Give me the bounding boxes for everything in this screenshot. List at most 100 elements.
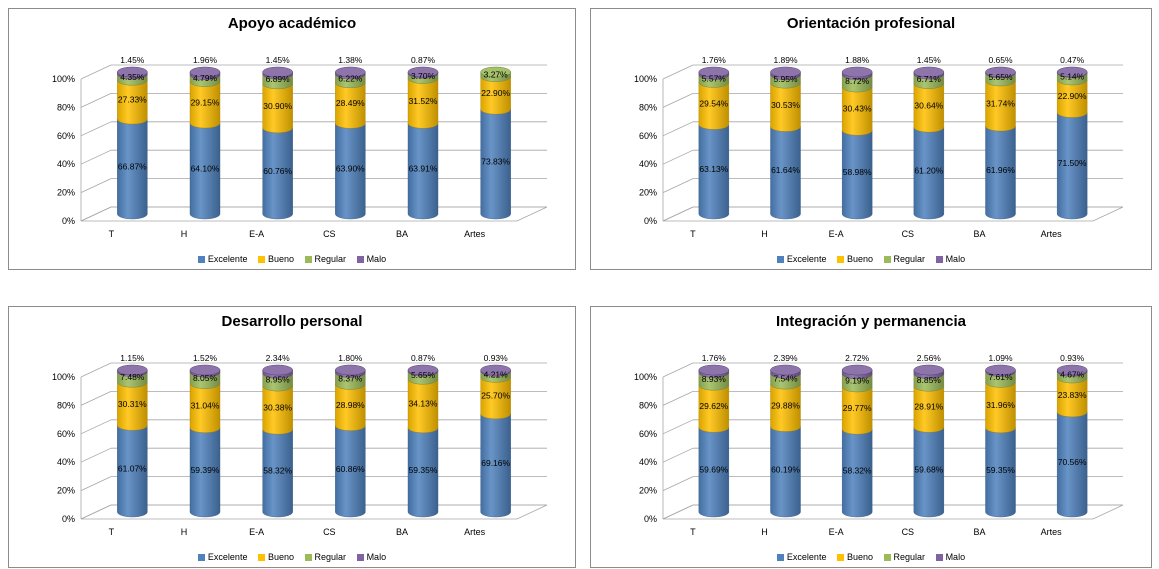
data-label: 60.86% bbox=[336, 464, 365, 474]
bar-top-cap bbox=[189, 66, 221, 78]
data-label: 63.13% bbox=[699, 164, 728, 174]
data-label: 5.65% bbox=[988, 72, 1013, 82]
bar-top-cap bbox=[698, 364, 730, 376]
chart-panel-desarrollo: Desarrollo personal 0% 20% 40% 60% 80% 100% 61… bbox=[8, 306, 576, 568]
data-label: 0.47% bbox=[1060, 55, 1085, 65]
data-label: 1.80% bbox=[338, 353, 363, 363]
x-tick-label: BA bbox=[973, 229, 985, 239]
gridline-side bbox=[662, 64, 694, 80]
chart-panel-integracion: Integración y permanencia 0% 20% 40% 60% 80%… bbox=[590, 306, 1152, 568]
data-label: 30.64% bbox=[914, 100, 943, 110]
legend-label: Malo bbox=[945, 254, 966, 264]
legend-item-malo: Malo bbox=[356, 552, 386, 562]
legend-swatch bbox=[257, 554, 265, 561]
x-tick-label: H bbox=[181, 527, 188, 537]
legend-swatch bbox=[197, 554, 205, 561]
legend-label: Bueno bbox=[267, 552, 294, 562]
legend-item-bueno: Bueno bbox=[257, 552, 294, 562]
data-label: 30.43% bbox=[843, 104, 872, 114]
y-tick-label: 60% bbox=[639, 131, 657, 141]
data-label: 4.21% bbox=[484, 369, 509, 379]
x-tick-label: Artes bbox=[1041, 229, 1063, 239]
legend-label: Malo bbox=[366, 254, 387, 264]
legend-swatch bbox=[356, 554, 364, 561]
data-label: 7.48% bbox=[120, 372, 145, 382]
data-label: 59.39% bbox=[191, 465, 220, 475]
legend-swatch bbox=[257, 256, 265, 263]
legend-swatch bbox=[836, 554, 844, 561]
data-label: 66.87% bbox=[118, 162, 147, 172]
chart-plot: 0% 20% 40% 60% 80% 100% 63.13% 29.54% 5.57% 1.76%… bbox=[634, 55, 1124, 239]
data-label: 58.98% bbox=[843, 167, 872, 177]
gridline-side bbox=[80, 93, 112, 108]
data-label: 1.38% bbox=[338, 55, 363, 65]
gridline-side bbox=[662, 362, 694, 378]
gridline-side bbox=[662, 178, 694, 193]
bar-top-cap bbox=[262, 364, 293, 376]
bar-top-cap bbox=[913, 364, 945, 376]
legend-item-regular: Regular bbox=[304, 254, 346, 264]
data-label: 30.90% bbox=[263, 101, 292, 111]
gridline-side bbox=[80, 447, 112, 463]
data-label: 1.76% bbox=[702, 55, 727, 65]
chart-panel-apoyo: Apoyo académico 0% 20% 40% 60% 80% 100% 66.87%… bbox=[8, 8, 576, 270]
y-tick-label: 80% bbox=[57, 102, 75, 112]
chart-legend: Excelente Bueno Regular Malo bbox=[9, 552, 575, 562]
legend-item-excelente: Excelente bbox=[197, 552, 247, 562]
data-label: 34.13% bbox=[409, 398, 438, 408]
chart-title: Apoyo académico bbox=[227, 15, 357, 32]
data-label: 29.77% bbox=[843, 403, 872, 413]
legend-item-malo: Malo bbox=[935, 552, 965, 562]
gridline-side bbox=[80, 362, 112, 378]
chart-title: Desarrollo personal bbox=[221, 313, 363, 330]
y-tick-label: 20% bbox=[639, 486, 657, 496]
legend-item-excelente: Excelente bbox=[776, 254, 827, 264]
gridline-side bbox=[662, 121, 694, 137]
y-tick-label: 0% bbox=[644, 514, 657, 524]
x-tick-label: T bbox=[690, 527, 696, 537]
gridline-side bbox=[80, 149, 112, 165]
data-label: 9.19% bbox=[845, 375, 870, 385]
data-label: 2.39% bbox=[773, 353, 798, 363]
chart-floor bbox=[80, 504, 548, 520]
data-label: 64.10% bbox=[191, 163, 220, 173]
bar-top-cap bbox=[335, 364, 366, 376]
y-tick-label: 100% bbox=[52, 74, 75, 84]
data-label: 5.95% bbox=[773, 74, 798, 84]
legend-swatch bbox=[935, 554, 943, 561]
data-label: 29.88% bbox=[771, 400, 800, 410]
data-label: 23.83% bbox=[1058, 390, 1087, 400]
bar-top-cap bbox=[985, 66, 1016, 78]
legend-label: Bueno bbox=[846, 552, 873, 562]
gridline-side bbox=[662, 419, 694, 435]
gridline-side bbox=[80, 178, 112, 193]
y-tick-label: 0% bbox=[644, 216, 657, 226]
gridline-side bbox=[80, 64, 112, 80]
bar-top-cap bbox=[407, 66, 439, 78]
chart-title: Integración y permanencia bbox=[775, 313, 967, 330]
y-tick-label: 100% bbox=[52, 372, 75, 382]
x-tick-label: H bbox=[761, 527, 768, 537]
data-label: 1.89% bbox=[773, 55, 798, 65]
chart-panel-orientacion: Orientación profesional 0% 20% 40% 60% 80% 10… bbox=[590, 8, 1152, 270]
bar-top-cap bbox=[189, 364, 221, 376]
x-tick-label: T bbox=[109, 229, 115, 239]
chart-floor bbox=[80, 206, 548, 222]
legend-label: Regular bbox=[893, 254, 926, 264]
data-label: 1.96% bbox=[193, 55, 218, 65]
legend-label: Bueno bbox=[267, 254, 294, 264]
legend-label: Excelente bbox=[786, 254, 827, 264]
x-tick-label: T bbox=[109, 527, 115, 537]
data-label: 30.31% bbox=[118, 399, 147, 409]
y-tick-label: 0% bbox=[62, 514, 75, 524]
legend-swatch bbox=[883, 256, 891, 263]
data-label: 61.64% bbox=[771, 165, 800, 175]
bar-top-cap bbox=[1056, 364, 1088, 376]
data-label: 73.83% bbox=[481, 157, 510, 167]
data-label: 28.49% bbox=[336, 98, 365, 108]
legend-label: Excelente bbox=[786, 552, 827, 562]
data-label: 5.57% bbox=[702, 73, 727, 83]
legend-item-bueno: Bueno bbox=[257, 254, 294, 264]
data-label: 1.45% bbox=[120, 55, 145, 65]
legend-label: Regular bbox=[893, 552, 926, 562]
